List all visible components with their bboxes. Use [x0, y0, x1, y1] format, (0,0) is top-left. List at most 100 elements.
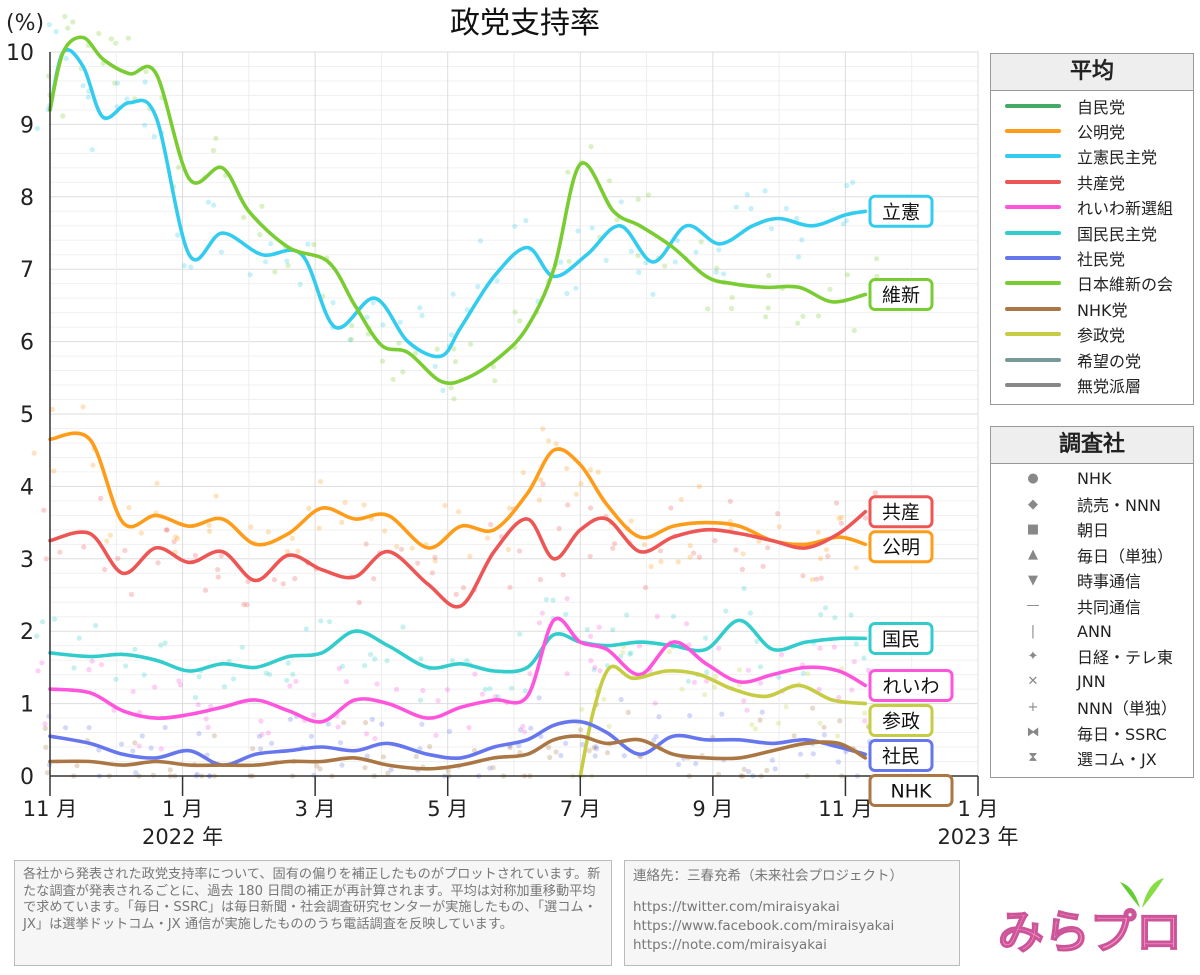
poll-point [188, 264, 194, 270]
poll-point [44, 770, 51, 776]
legend-average-item: 日本維新の会 [991, 271, 1193, 296]
poll-point [809, 576, 816, 583]
poll-point [287, 716, 293, 722]
poll-point [744, 707, 750, 713]
poll-point [573, 285, 579, 291]
poll-point [772, 766, 778, 772]
poll-point [645, 192, 652, 198]
poll-point [471, 747, 478, 754]
poll-point [507, 744, 513, 751]
poll-point [505, 546, 511, 553]
series-tag-box [868, 530, 934, 564]
poll-point [174, 536, 181, 542]
note-link[interactable]: https://note.com/miraisyakai [633, 937, 827, 953]
series-tag-box [868, 704, 934, 737]
poll-point [484, 535, 491, 541]
poll-point [494, 278, 500, 284]
poll-point [142, 79, 148, 85]
poll-point [693, 249, 699, 255]
legend-label: 参政党 [1077, 326, 1126, 346]
legend-swatch [1005, 205, 1061, 210]
pollster-marker-icon: ⧗ [1028, 750, 1038, 766]
poll-point [247, 272, 253, 278]
poll-point [736, 667, 743, 673]
legend-average-title: 平均 [991, 54, 1193, 91]
poll-point [746, 768, 752, 775]
poll-point [196, 731, 202, 737]
x-tick-label: 3 月 [295, 797, 336, 821]
poll-point [775, 720, 782, 726]
poll-point [563, 611, 569, 617]
poll-point [596, 624, 602, 630]
poll-point [479, 691, 485, 697]
poll-point [621, 753, 627, 759]
legend-label: 読売・NNN [1077, 496, 1161, 516]
poll-point [522, 688, 528, 694]
poll-point [86, 667, 92, 673]
poll-point [587, 467, 594, 473]
facebook-link[interactable]: https://www.facebook.com/miraisyakai [633, 918, 895, 934]
poll-point [39, 660, 45, 666]
poll-point [723, 608, 729, 614]
poll-point [628, 650, 634, 656]
poll-point [155, 560, 161, 566]
poll-point [369, 716, 375, 723]
series-tag-label: れいわ [882, 676, 939, 698]
poll-point [42, 721, 48, 727]
legend-label: 日本維新の会 [1077, 275, 1174, 295]
poll-point [167, 767, 173, 773]
poll-point [35, 668, 41, 674]
series-line-共産 [48, 509, 868, 609]
poll-point [364, 314, 370, 320]
poll-point [716, 247, 722, 253]
poll-point [810, 751, 816, 757]
poll-point [760, 563, 766, 570]
poll-point [861, 655, 867, 661]
pollster-marker-icon: ◆ [1028, 496, 1038, 512]
poll-point [51, 468, 57, 474]
poll-point [93, 622, 99, 629]
poll-point [745, 667, 752, 673]
poll-point [152, 684, 158, 690]
poll-point [729, 294, 735, 301]
poll-point [34, 633, 40, 639]
poll-point [795, 254, 802, 260]
poll-point [713, 674, 719, 680]
legend-pollster-item: ▼ 時事通信 [991, 568, 1193, 593]
poll-point [763, 314, 769, 320]
legend-label: JNN [1077, 672, 1106, 692]
poll-point [382, 528, 388, 534]
poll-point [368, 651, 374, 658]
poll-point [666, 649, 673, 655]
poll-point [112, 80, 118, 86]
series-line-維新 [48, 35, 868, 386]
poll-point [547, 754, 553, 761]
poll-point [364, 753, 370, 759]
poll-point [759, 709, 765, 715]
poll-point [817, 555, 824, 562]
y-tick-label: 2 [20, 620, 34, 645]
series-line-NHK [48, 734, 868, 771]
poll-point [815, 313, 822, 319]
series-tag-box [868, 495, 934, 529]
poll-point [589, 225, 595, 231]
series-line-公明 [48, 431, 868, 550]
poll-point [374, 681, 380, 687]
poll-point [488, 521, 494, 528]
poll-point [163, 527, 169, 533]
poll-point [280, 581, 286, 587]
poll-point [642, 584, 649, 591]
poll-point [76, 635, 82, 641]
poll-point [158, 642, 164, 648]
poll-point [728, 305, 735, 312]
poll-point [764, 767, 770, 774]
poll-point [606, 723, 612, 730]
twitter-link[interactable]: https://twitter.com/miraisyakai [633, 899, 840, 915]
poll-point [490, 364, 496, 370]
poll-point [211, 733, 217, 739]
poll-point [245, 578, 251, 585]
poll-point [620, 649, 626, 656]
poll-point [330, 300, 336, 306]
year-label: 2022 年 [142, 825, 223, 849]
leaf-icon [1142, 878, 1164, 908]
